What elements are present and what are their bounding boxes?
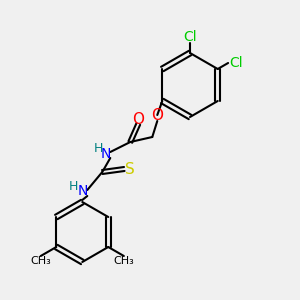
Text: O: O xyxy=(151,109,163,124)
Text: S: S xyxy=(125,161,135,176)
Text: CH₃: CH₃ xyxy=(30,256,51,266)
Text: N: N xyxy=(78,184,88,198)
Text: Cl: Cl xyxy=(183,30,197,44)
Text: O: O xyxy=(132,112,144,128)
Text: CH₃: CH₃ xyxy=(113,256,134,266)
Text: N: N xyxy=(101,147,112,161)
Text: Cl: Cl xyxy=(229,56,243,70)
Text: H: H xyxy=(69,179,78,193)
Text: H: H xyxy=(94,142,103,154)
